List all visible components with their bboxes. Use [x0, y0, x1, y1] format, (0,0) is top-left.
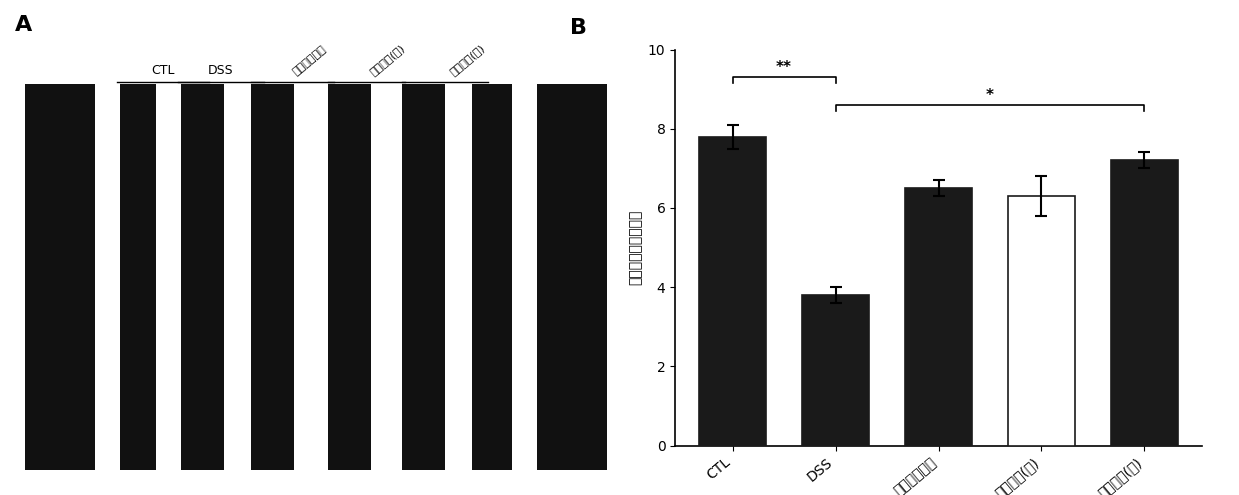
Bar: [181, 84, 224, 470]
Bar: [25, 84, 95, 470]
Bar: [904, 188, 973, 446]
Text: 香叶木素(低): 香叶木素(低): [368, 42, 406, 77]
Bar: [1009, 196, 1075, 446]
Bar: [802, 295, 869, 446]
Text: **: **: [776, 60, 792, 75]
Text: A: A: [15, 15, 32, 35]
Bar: [699, 137, 766, 446]
Bar: [252, 84, 295, 470]
Bar: [1111, 160, 1178, 446]
Text: DSS: DSS: [208, 64, 234, 77]
Y-axis label: 结直肠长度（厘米）: 结直肠长度（厘米）: [628, 210, 642, 285]
Text: 柳氮磺胺吗啖: 柳氮磺胺吗啖: [291, 44, 328, 77]
Bar: [401, 84, 445, 470]
Bar: [472, 84, 512, 470]
Bar: [536, 84, 607, 470]
Text: *: *: [986, 88, 994, 103]
Text: B: B: [570, 18, 587, 38]
Text: CTL: CTL: [151, 64, 175, 77]
Bar: [120, 84, 156, 470]
Text: 香叶木素(高): 香叶木素(高): [447, 42, 486, 77]
Bar: [328, 84, 370, 470]
